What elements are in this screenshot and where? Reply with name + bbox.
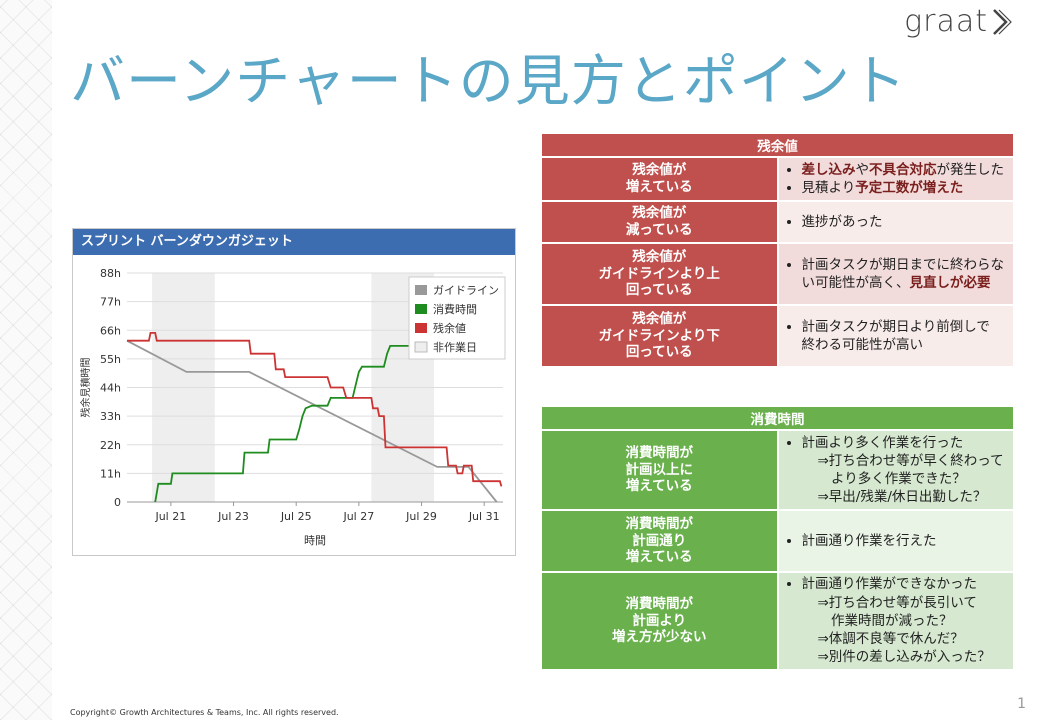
copyright-footer: Copyright© Growth Architectures & Teams,… bbox=[70, 708, 339, 717]
page-number: 1 bbox=[1017, 696, 1026, 712]
bullet-list: 進捗があった bbox=[780, 213, 1013, 231]
bullet-list: 計画通り作業を行えた bbox=[780, 532, 1013, 550]
burndown-gadget: スプリント バーンダウンガジェット 0 11h 22h 33h 44h 55h 66h 77h… bbox=[72, 228, 516, 556]
sub-bullet-text: ⇒打ち合わせ等が早く終わって より多く作業できた？ bbox=[817, 452, 1004, 487]
y-tick-label: 22h bbox=[100, 439, 121, 452]
consumed-table-wrap: 消費時間 消費時間が計画以上に増えている計画より多く作業を行った⇒打ち合わせ等が… bbox=[540, 405, 1015, 671]
bullet-text: 計画タスクが期日までに終わらない可能性が高く、 bbox=[801, 256, 1005, 291]
consumed-row: 消費時間が計画より増え方が少ない計画通り作業ができなかった⇒打ち合わせ等が長引い… bbox=[540, 571, 1015, 671]
emphasis-text: 不具合対応 bbox=[869, 161, 937, 178]
emphasis-text: 差し込み bbox=[801, 161, 856, 178]
bullet-text: 進捗があった bbox=[801, 213, 883, 230]
slide-title: バーンチャートの見方とポイント bbox=[70, 49, 907, 113]
bullet-text: 計画通り作業を行えた bbox=[801, 532, 937, 549]
consumed-header: 消費時間 bbox=[540, 405, 1015, 431]
series-line-1 bbox=[154, 345, 453, 503]
y-tick-label: 0 bbox=[114, 496, 121, 509]
legend-entry-3: 非作業日 bbox=[433, 341, 477, 354]
logo-chevron-icon bbox=[993, 8, 1012, 35]
y-tick-label: 44h bbox=[100, 382, 121, 395]
remaining-row-content: 差し込みや不具合対応が発生した見積より予定工数が増えた bbox=[776, 156, 1015, 202]
x-tick-label: Jul 31 bbox=[468, 510, 500, 523]
burndown-chart: 0 11h 22h 33h 44h 55h 66h 77h 88h Jul 21 Jul 23 Jul… bbox=[79, 267, 506, 547]
consumed-row-label: 消費時間が 計画以上に 増えている bbox=[540, 429, 779, 511]
bullet-text: 計画タスクが期日より前倒しで 終わる可能性が高い bbox=[801, 318, 990, 353]
x-tick-label: Jul 27 bbox=[342, 510, 374, 523]
sub-bullet-text: ⇒別件の差し込みが入った？ bbox=[817, 649, 991, 666]
bullet-text: や bbox=[855, 161, 870, 178]
bullet-list: 計画より多く作業を行った⇒打ち合わせ等が早く終わって より多く作業できた？⇒早出… bbox=[780, 434, 1013, 507]
legend-swatch-1 bbox=[415, 304, 427, 314]
bullet-item: 計画通り作業を行えた bbox=[802, 532, 1013, 550]
x-tick-label: Jul 25 bbox=[280, 510, 312, 523]
y-tick-label: 66h bbox=[100, 324, 121, 337]
remaining-row-content: 進捗があった bbox=[776, 200, 1015, 244]
sub-bullet-text: ⇒早出/残業/休日出勤した？ bbox=[817, 489, 987, 506]
bullet-text: が発生した bbox=[936, 161, 1005, 178]
legend-entry-2: 残余値 bbox=[433, 321, 466, 335]
bullet-item: 計画通り作業ができなかった⇒打ち合わせ等が長引いて 作業時間が減った？ ⇒体調不良… bbox=[802, 575, 1013, 666]
remaining-row: 残余値がガイドラインより下回っている計画タスクが期日より前倒しで終わる可能性が高… bbox=[540, 304, 1015, 368]
y-axis-label: 残余見積時間 bbox=[79, 358, 92, 418]
series-line-2 bbox=[127, 332, 503, 487]
consumed-row-label: 消費時間が 計画通り 増えている bbox=[540, 509, 779, 573]
graat-logo: graat bbox=[904, 4, 1012, 39]
consumed-row-label: 消費時間が 計画より 増え方が少ない bbox=[540, 571, 779, 671]
bullet-item: 計画タスクが期日までに終わらない可能性が高く、見直しが必要 bbox=[802, 256, 1013, 292]
emphasis-text: 見直しが必要 bbox=[909, 275, 991, 291]
legend-entry-0: ガイドライン bbox=[433, 284, 499, 297]
consumed-row: 消費時間が計画以上に増えている計画より多く作業を行った⇒打ち合わせ等が早く終わっ… bbox=[540, 429, 1015, 511]
bullet-item: 計画より多く作業を行った⇒打ち合わせ等が早く終わって より多く作業できた？ bbox=[802, 434, 1013, 489]
legend-swatch-0 bbox=[415, 285, 427, 295]
remaining-row-label: 残余値が ガイドラインより上 回っている bbox=[540, 242, 779, 306]
x-tick-label: Jul 23 bbox=[217, 510, 249, 523]
consumed-row-content: 計画より多く作業を行った⇒打ち合わせ等が早く終わって より多く作業できた？⇒早出… bbox=[776, 429, 1015, 511]
remaining-row: 残余値が増えている差し込みや不具合対応が発生した見積より予定工数が増えた bbox=[540, 156, 1015, 202]
consumed-table: 消費時間 消費時間が計画以上に増えている計画より多く作業を行った⇒打ち合わせ等が… bbox=[540, 405, 1015, 671]
remaining-table-wrap: 残余値 残余値が増えている差し込みや不具合対応が発生した見積より予定工数が増えた… bbox=[540, 132, 1015, 368]
remaining-row-label: 残余値が ガイドラインより下 回っている bbox=[540, 304, 779, 368]
y-tick-label: 77h bbox=[100, 296, 121, 309]
sub-bullet-text: ⇒打ち合わせ等が長引いて 作業時間が減った？ bbox=[817, 594, 977, 629]
y-tick-label: 88h bbox=[100, 267, 121, 280]
sub-bullet-text: ⇒体調不良等で休んだ？ bbox=[817, 631, 964, 648]
gadget-header: スプリント バーンダウンガジェット bbox=[73, 229, 515, 255]
y-tick-label: 33h bbox=[100, 410, 121, 423]
remaining-row: 残余値がガイドラインより上回っている計画タスクが期日までに終わらない可能性が高く… bbox=[540, 242, 1015, 306]
x-tick-label: Jul 21 bbox=[154, 510, 186, 523]
bullet-text: 計画より多く作業を行った bbox=[801, 434, 964, 451]
sub-item: ⇒早出/残業/休日出勤した？ bbox=[802, 488, 1013, 506]
bullet-text: 見積より bbox=[801, 180, 856, 196]
remaining-row-label: 残余値が 増えている bbox=[540, 156, 779, 202]
logo-text: graat bbox=[904, 4, 988, 39]
x-axis-label: 時間 bbox=[304, 534, 326, 547]
consumed-row-content: 計画通り作業を行えた bbox=[776, 509, 1015, 573]
bullet-list: 計画タスクが期日までに終わらない可能性が高く、見直しが必要 bbox=[780, 256, 1013, 292]
bullet-list: 差し込みや不具合対応が発生した見積より予定工数が増えた bbox=[780, 161, 1013, 197]
remaining-header: 残余値 bbox=[540, 132, 1015, 158]
legend-swatch-2 bbox=[415, 323, 427, 333]
bullet-list: 計画通り作業ができなかった⇒打ち合わせ等が長引いて 作業時間が減った？ ⇒体調不良… bbox=[780, 575, 1013, 666]
remaining-row-label: 残余値が 減っている bbox=[540, 200, 779, 244]
bullet-item: 見積より予定工数が増えた bbox=[802, 179, 1013, 197]
emphasis-text: 予定工数が増えた bbox=[855, 180, 964, 196]
legend-swatch-3 bbox=[414, 341, 428, 353]
bullet-item: 差し込みや不具合対応が発生した bbox=[802, 161, 1013, 179]
y-tick-label: 55h bbox=[100, 353, 121, 366]
remaining-table: 残余値 残余値が増えている差し込みや不具合対応が発生した見積より予定工数が増えた… bbox=[540, 132, 1015, 368]
legend-entry-1: 消費時間 bbox=[433, 302, 477, 316]
left-decorative-pattern bbox=[0, 0, 52, 720]
remaining-row-content: 計画タスクが期日までに終わらない可能性が高く、見直しが必要 bbox=[776, 242, 1015, 306]
y-tick-label: 11h bbox=[100, 467, 121, 480]
bullet-text: 計画通り作業ができなかった bbox=[801, 576, 978, 593]
bullet-item: 進捗があった bbox=[802, 213, 1013, 231]
x-tick-label: Jul 29 bbox=[405, 510, 437, 523]
consumed-row-content: 計画通り作業ができなかった⇒打ち合わせ等が長引いて 作業時間が減った？ ⇒体調不良… bbox=[776, 571, 1015, 671]
